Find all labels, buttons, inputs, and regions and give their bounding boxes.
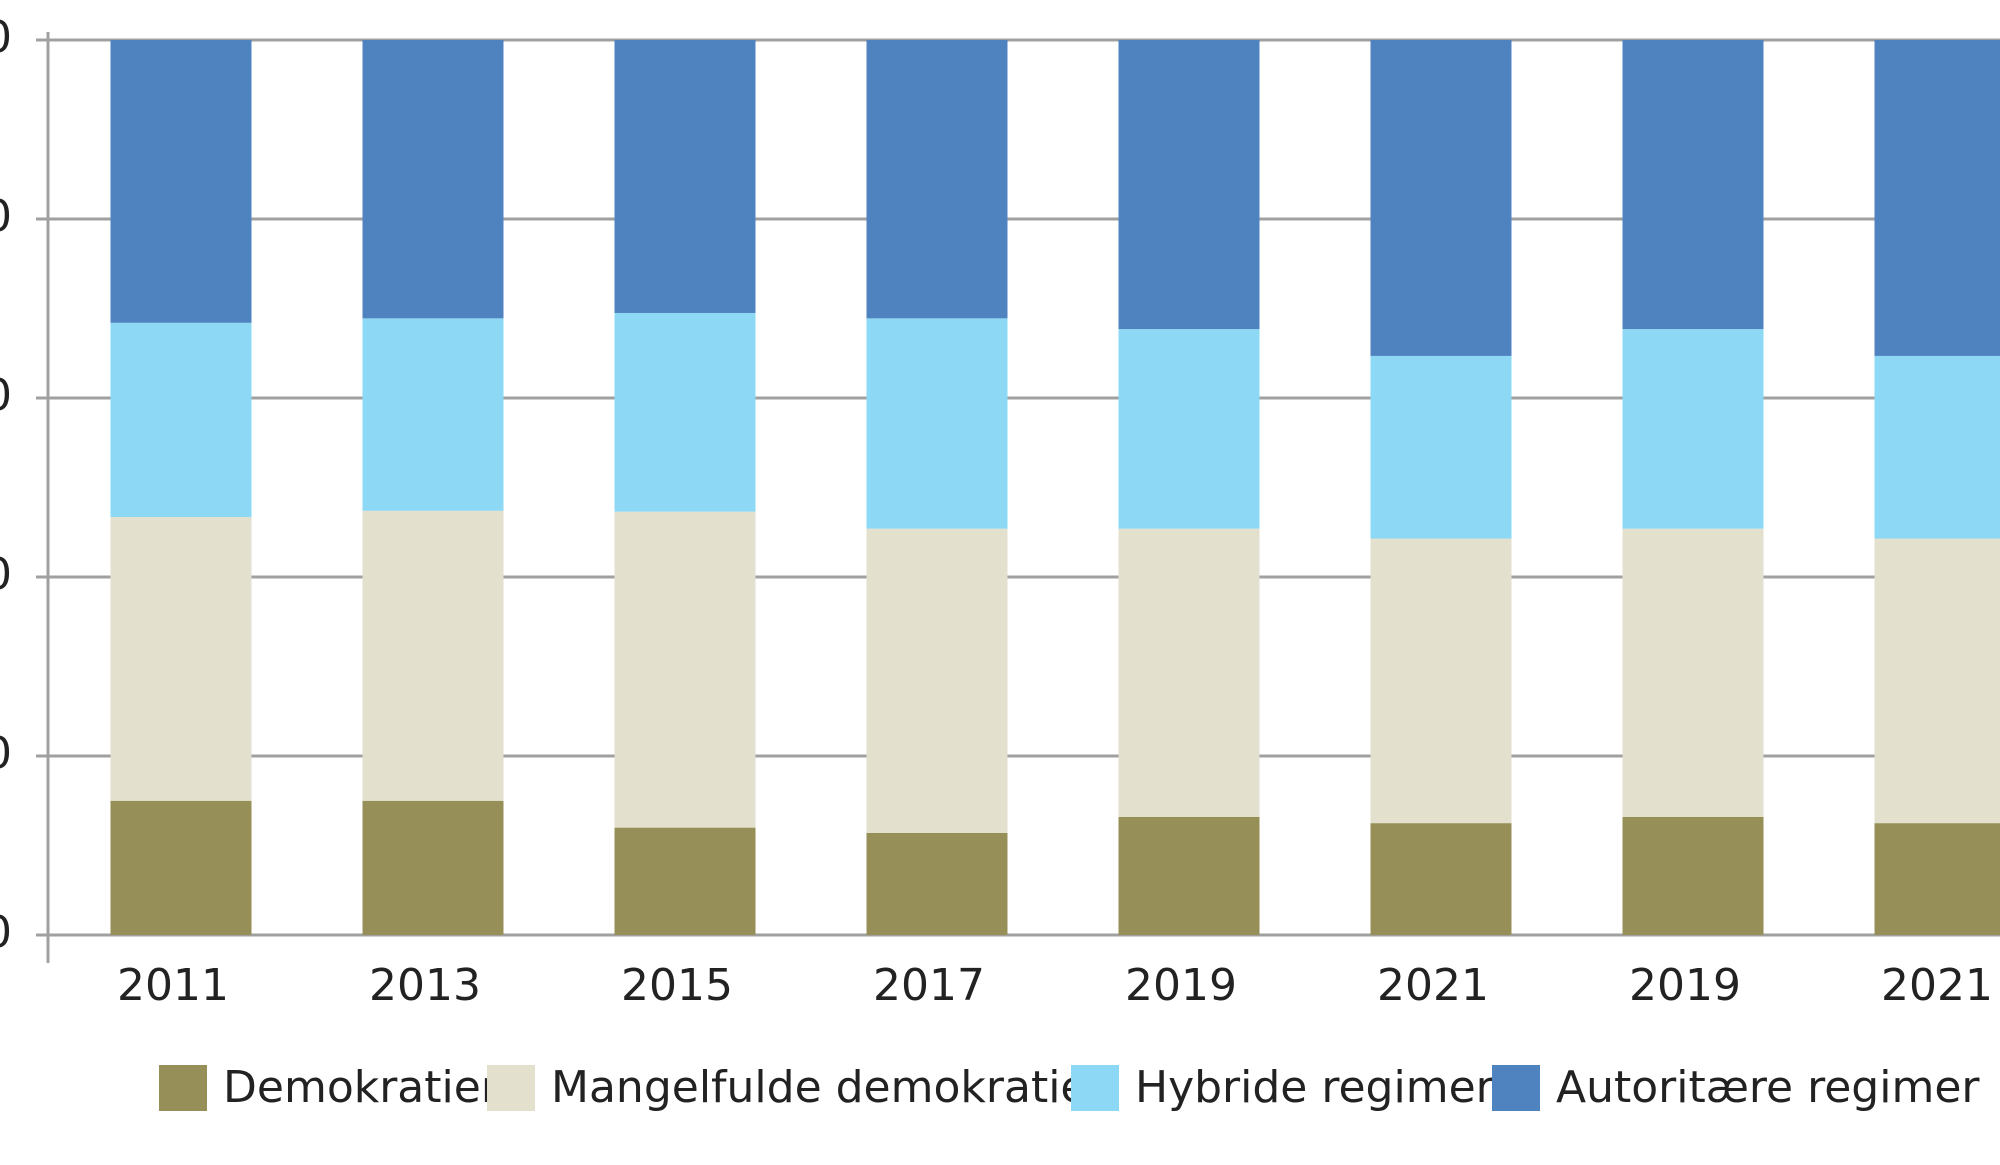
legend-swatch bbox=[159, 1065, 207, 1111]
x-tick-label: 2013 bbox=[369, 960, 481, 1011]
bar-segment bbox=[614, 40, 756, 313]
bar-segment bbox=[1118, 816, 1260, 935]
bar-segment bbox=[1370, 40, 1512, 356]
legend-label: Demokratier bbox=[223, 1062, 500, 1113]
bar-segment bbox=[110, 800, 252, 935]
bar-segment bbox=[1622, 40, 1764, 330]
x-tick-label: 2019 bbox=[1125, 960, 1237, 1011]
bar-segment bbox=[866, 528, 1008, 833]
y-tick-label: 20 bbox=[0, 728, 12, 779]
bar-segment bbox=[866, 318, 1008, 529]
y-tick-label: 100 bbox=[0, 12, 12, 63]
bar-segment bbox=[1874, 40, 2000, 356]
x-tick-label: 2019 bbox=[1629, 960, 1741, 1011]
bar-segment bbox=[110, 322, 252, 518]
bar-segment bbox=[1118, 528, 1260, 817]
legend-swatch bbox=[1071, 1065, 1119, 1111]
legend-swatch bbox=[487, 1065, 535, 1111]
bar-segment bbox=[866, 40, 1008, 319]
bar-segment bbox=[1874, 355, 2000, 539]
bar-segment bbox=[362, 318, 504, 511]
bar-segment bbox=[1874, 823, 2000, 935]
bar-segment bbox=[1622, 528, 1764, 817]
x-tick-label: 2017 bbox=[873, 960, 985, 1011]
bar-segment bbox=[1370, 355, 1512, 539]
bar-segment bbox=[614, 312, 756, 512]
x-tick-label: 2021 bbox=[1377, 960, 1489, 1011]
bar-segment bbox=[614, 827, 756, 935]
y-tick-label: 80 bbox=[0, 191, 12, 242]
legend-label: Hybride regimer bbox=[1135, 1062, 1495, 1113]
y-tick-label: 40 bbox=[0, 549, 12, 600]
bar-segment bbox=[1370, 823, 1512, 935]
bar-segment bbox=[1622, 329, 1764, 529]
bar-segment bbox=[1370, 538, 1512, 824]
bar-segment bbox=[362, 40, 504, 319]
bar-segment bbox=[1118, 329, 1260, 529]
x-tick-label: 2021 bbox=[1881, 960, 1993, 1011]
x-tick-label: 2015 bbox=[621, 960, 733, 1011]
bar-segment bbox=[866, 832, 1008, 935]
legend-label: Mangelfulde demokratier bbox=[551, 1062, 1106, 1113]
bar-segment bbox=[362, 510, 504, 801]
legend-label: Autoritære regimer bbox=[1556, 1062, 1980, 1113]
bar-segment bbox=[110, 517, 252, 801]
y-tick-label: 0 bbox=[0, 907, 12, 958]
bar-segment bbox=[614, 511, 756, 828]
x-tick-label: 2011 bbox=[117, 960, 229, 1011]
bar-segment bbox=[1622, 816, 1764, 935]
bar-segment bbox=[1118, 40, 1260, 330]
bar-segment bbox=[362, 800, 504, 935]
y-tick-label: 60 bbox=[0, 370, 12, 421]
bar-segment bbox=[110, 40, 252, 323]
legend-swatch bbox=[1492, 1065, 1540, 1111]
bar-segment bbox=[1874, 538, 2000, 824]
